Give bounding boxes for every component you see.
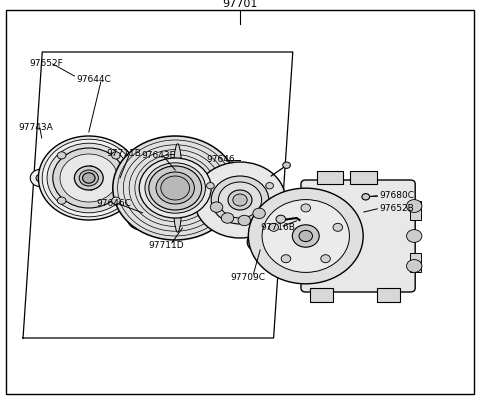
Text: 97709C: 97709C [230, 274, 265, 282]
Circle shape [60, 154, 118, 202]
Circle shape [262, 200, 349, 272]
Bar [410, 253, 421, 272]
Circle shape [333, 223, 343, 231]
Circle shape [156, 172, 194, 204]
Bar [410, 201, 421, 220]
Circle shape [210, 202, 223, 212]
Text: 97716B: 97716B [261, 224, 296, 232]
Circle shape [36, 174, 46, 182]
Circle shape [218, 182, 262, 218]
Bar [377, 288, 400, 302]
Circle shape [57, 197, 66, 204]
Bar [310, 288, 333, 302]
Circle shape [206, 182, 214, 189]
Circle shape [161, 176, 190, 200]
Text: 97644C: 97644C [77, 76, 111, 84]
Text: 97680C: 97680C [379, 192, 414, 200]
Circle shape [194, 162, 286, 238]
Ellipse shape [87, 166, 96, 190]
Circle shape [112, 197, 120, 204]
Circle shape [253, 237, 265, 247]
Circle shape [228, 190, 252, 210]
Circle shape [112, 152, 120, 159]
Circle shape [57, 152, 66, 159]
Circle shape [238, 215, 251, 226]
Text: 97652F: 97652F [30, 60, 63, 68]
Circle shape [133, 211, 150, 225]
Circle shape [149, 166, 202, 210]
Circle shape [301, 204, 311, 212]
Circle shape [292, 225, 319, 247]
Text: 97646: 97646 [206, 156, 235, 164]
Circle shape [42, 139, 135, 217]
Circle shape [281, 255, 291, 263]
Circle shape [211, 176, 269, 224]
Circle shape [221, 213, 234, 223]
Circle shape [53, 148, 125, 208]
Circle shape [127, 206, 156, 230]
Bar [350, 171, 377, 184]
Circle shape [321, 255, 330, 263]
Circle shape [79, 170, 98, 186]
Circle shape [266, 182, 274, 189]
Circle shape [407, 230, 422, 242]
Circle shape [362, 194, 370, 200]
Ellipse shape [173, 144, 182, 232]
Text: 97701: 97701 [222, 0, 258, 9]
Circle shape [113, 136, 238, 240]
Text: 97646C: 97646C [96, 200, 131, 208]
Circle shape [407, 260, 422, 272]
Bar [317, 171, 343, 184]
Circle shape [145, 163, 205, 213]
Text: 97711B: 97711B [107, 150, 142, 158]
Circle shape [269, 223, 278, 231]
Circle shape [283, 162, 290, 168]
Circle shape [74, 166, 103, 190]
Text: 97652B: 97652B [379, 204, 414, 213]
Text: 97711D: 97711D [149, 242, 184, 250]
Circle shape [83, 173, 95, 183]
Circle shape [233, 194, 247, 206]
Circle shape [38, 136, 139, 220]
Text: 97743A: 97743A [18, 124, 53, 132]
Circle shape [47, 143, 131, 213]
Circle shape [407, 200, 422, 212]
Circle shape [139, 158, 211, 218]
Circle shape [276, 215, 286, 223]
Circle shape [253, 208, 265, 218]
Circle shape [30, 169, 51, 187]
Circle shape [299, 230, 312, 242]
Circle shape [248, 188, 363, 284]
FancyBboxPatch shape [301, 180, 415, 292]
Circle shape [247, 232, 271, 252]
Text: 97643E: 97643E [142, 152, 176, 160]
